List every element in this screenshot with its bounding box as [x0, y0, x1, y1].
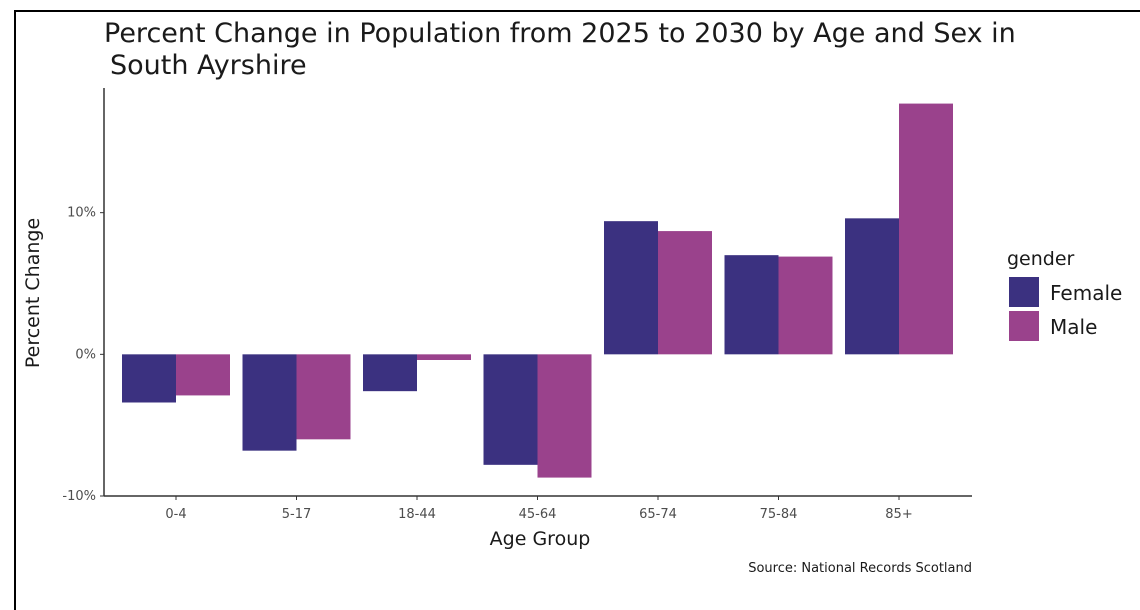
legend-label-male: Male — [1050, 315, 1097, 339]
legend-label-female: Female — [1050, 281, 1122, 305]
bar-female-0-4 — [122, 354, 176, 403]
legend-title: gender — [1007, 248, 1075, 270]
bar-female-85+ — [845, 218, 899, 355]
y-tick-label: -10% — [62, 489, 96, 504]
bar-male-75-84 — [778, 256, 833, 355]
y-tick-label: 10% — [67, 206, 96, 221]
legend-key-female — [1009, 277, 1039, 307]
bar-male-45-64 — [537, 354, 592, 478]
chart-title-line2: South Ayrshire — [110, 50, 307, 81]
x-tick-label: 5-17 — [282, 507, 312, 522]
y-ticks-group: -10% 0% 10% — [62, 206, 104, 504]
x-tick-label: 45-64 — [519, 507, 557, 522]
source-note: Source: National Records Scotland — [748, 561, 972, 576]
bar-female-65-74 — [604, 221, 658, 355]
bar-male-65-74 — [658, 231, 712, 355]
bars-group — [122, 103, 953, 478]
x-tick-label: 75-84 — [760, 507, 798, 522]
legend: Female Male — [1009, 277, 1122, 341]
x-axis-title: Age Group — [490, 528, 591, 550]
y-axis-title: Percent Change — [22, 218, 44, 368]
bar-male-18-44 — [417, 354, 471, 360]
bar-male-85+ — [899, 103, 953, 355]
chart-title-line1: Percent Change in Population from 2025 t… — [104, 18, 1016, 49]
bar-male-5-17 — [296, 354, 351, 440]
x-tick-label: 85+ — [885, 507, 912, 522]
bar-male-0-4 — [176, 354, 230, 396]
chart-frame — [14, 10, 1140, 610]
x-tick-label: 0-4 — [165, 507, 186, 522]
bar-female-45-64 — [483, 354, 538, 465]
x-tick-label: 65-74 — [639, 507, 677, 522]
x-tick-label: 18-44 — [398, 507, 436, 522]
bar-female-75-84 — [724, 255, 779, 355]
y-tick-label: 0% — [75, 347, 96, 362]
legend-key-male — [1009, 311, 1039, 341]
chart: Percent Change in Population from 2025 t… — [22, 18, 1122, 576]
bar-female-18-44 — [363, 354, 417, 392]
bar-female-5-17 — [242, 354, 297, 451]
x-ticks-group: 0-4 5-17 18-44 45-64 65-74 75-84 85+ — [165, 496, 913, 522]
